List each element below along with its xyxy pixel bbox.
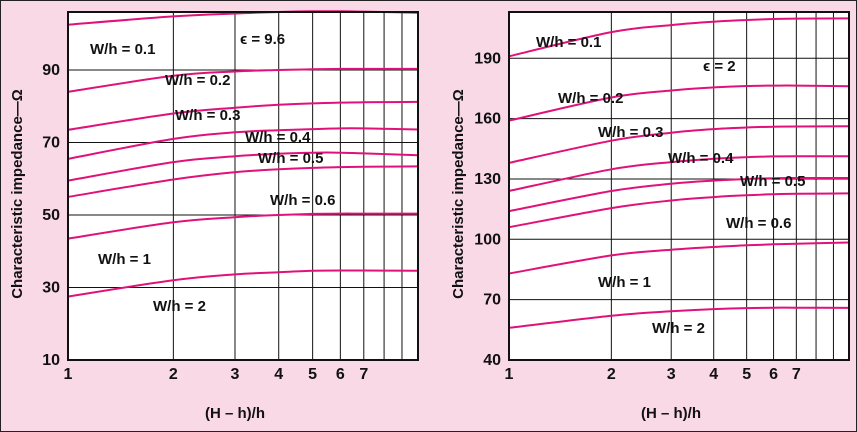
series-label: W/h = 0.4 — [668, 150, 734, 167]
series-label: W/h = 1 — [98, 251, 151, 268]
chart-dielectric-2: W/h = 0.1 W/h = 0.2 W/h = 0.3 W/h = 0.4 W/h … — [450, 11, 850, 422]
y-tick-label: 160 — [474, 111, 501, 128]
y-tick-label: 190 — [474, 50, 501, 67]
x-tick-label: 7 — [792, 366, 801, 383]
x-tick-label: 6 — [769, 366, 778, 383]
x-tick-label: 2 — [169, 366, 178, 383]
y-tick-label: 90 — [42, 62, 60, 79]
series-label: W/h = 0.2 — [558, 90, 623, 107]
series-line-4 — [67, 151, 419, 182]
x-tick-label: 5 — [308, 366, 317, 383]
series-line-4 — [508, 176, 850, 213]
y-tick-label: 70 — [42, 135, 60, 152]
x-axis-title: (H – h)/h — [641, 405, 701, 422]
series-line-1 — [67, 67, 418, 93]
series-label: W/h = 0.2 — [165, 72, 230, 89]
series-line-0 — [508, 17, 850, 58]
y-axis-title: Characteristic impedance—Ω — [9, 89, 26, 299]
y-tick-label: 10 — [42, 352, 60, 369]
series-label: W/h = 0.1 — [90, 41, 155, 58]
series-line-7 — [67, 269, 419, 298]
plot-area — [509, 12, 849, 360]
y-tick-label: 100 — [474, 231, 501, 248]
plot-area — [68, 12, 418, 360]
chart-dielectric-9-6: W/h = 0.1 W/h = 0.2 W/h = 0.3 W/h = 0.4 W/h … — [9, 10, 419, 422]
dielectric-annotation: ϵ = 9.6 — [240, 31, 285, 48]
series-label: W/h = 2 — [652, 320, 705, 337]
x-tick-label: 4 — [709, 366, 718, 383]
x-tick-label: 5 — [742, 366, 751, 383]
y-tick-label: 30 — [42, 280, 60, 297]
series-line-2 — [67, 100, 419, 131]
x-tick-label: 1 — [505, 366, 514, 383]
plot-frame — [67, 11, 419, 361]
y-axis-title: Characteristic impedance—Ω — [450, 89, 467, 299]
series-label: W/h = 0.4 — [245, 129, 311, 146]
series-line-7 — [508, 306, 850, 329]
series-label: W/h = 1 — [598, 274, 651, 291]
series-line-1 — [508, 84, 850, 122]
series-line-2 — [508, 125, 850, 164]
series-label: W/h = 0.5 — [258, 150, 323, 167]
series-label: W/h = 0.6 — [726, 215, 791, 232]
series-line-3 — [67, 127, 419, 160]
x-tick-label: 3 — [667, 366, 676, 383]
y-tick-label: 130 — [474, 171, 501, 188]
x-tick-label: 6 — [336, 366, 345, 383]
series-line-6 — [508, 241, 850, 275]
series-line-5 — [67, 165, 419, 198]
series-label: W/h = 0.6 — [270, 192, 335, 209]
x-tick-label: 7 — [359, 366, 368, 383]
series-label: W/h = 0.3 — [598, 124, 663, 141]
x-axis-title: (H – h)/h — [205, 405, 265, 422]
x-tick-label: 3 — [231, 366, 240, 383]
series-label: W/h = 2 — [153, 298, 206, 315]
series-label: W/h = 0.3 — [175, 107, 240, 124]
plot-frame — [508, 11, 850, 361]
y-tick-label: 70 — [483, 292, 501, 309]
series-label: W/h = 0.1 — [536, 34, 601, 51]
series-label: W/h = 0.5 — [740, 173, 805, 190]
series-line-3 — [508, 155, 849, 192]
dielectric-annotation: ϵ = 2 — [703, 58, 736, 75]
x-tick-label: 2 — [607, 366, 616, 383]
y-tick-label: 50 — [42, 207, 60, 224]
y-tick-label: 40 — [483, 352, 501, 369]
series-line-6 — [67, 212, 418, 240]
x-tick-label: 4 — [274, 366, 283, 383]
series-line-5 — [508, 192, 850, 229]
x-tick-label: 1 — [64, 366, 73, 383]
